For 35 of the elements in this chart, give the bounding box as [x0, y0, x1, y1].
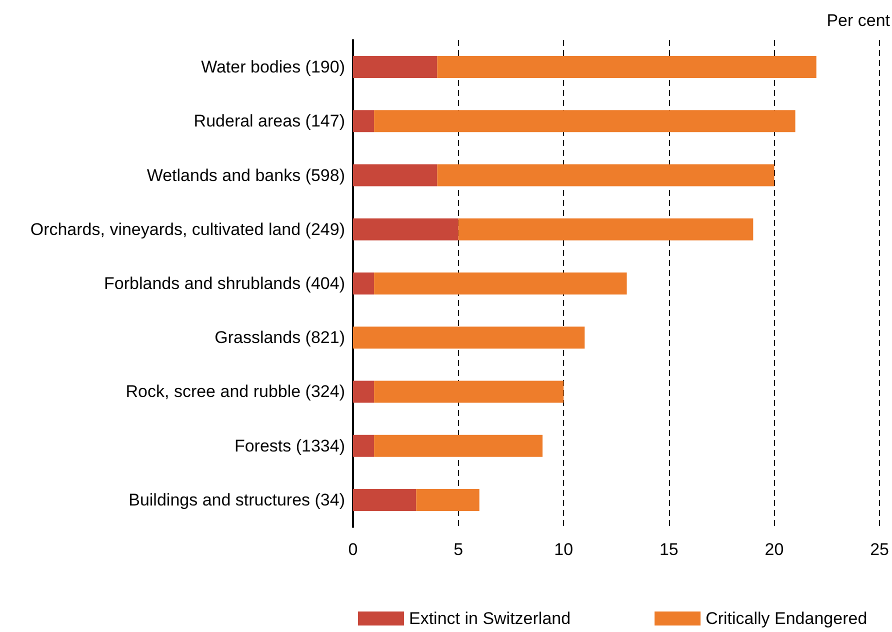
- y-tick-label: Wetlands and banks (598): [146, 166, 345, 185]
- y-tick-label: Ruderal areas (147): [194, 112, 345, 131]
- bar: [458, 218, 754, 240]
- bar: [353, 380, 374, 403]
- bar: [374, 272, 627, 294]
- bar: [437, 56, 816, 78]
- bar: [374, 434, 543, 457]
- legend-label: Critically Endangered: [706, 609, 868, 628]
- y-tick-label: Forblands and shrublands (404): [104, 274, 345, 293]
- bar: [374, 380, 564, 403]
- bar: [353, 326, 585, 349]
- x-tick-label: 15: [659, 540, 678, 559]
- x-tick-label: 25: [870, 540, 890, 559]
- bar: [353, 272, 374, 294]
- y-tick-label: Forests (1334): [234, 436, 345, 456]
- y-tick-label: Buildings and structures (34): [128, 490, 345, 510]
- bar: [353, 56, 438, 78]
- x-tick-label: 5: [454, 540, 464, 559]
- y-tick-label: Water bodies (190): [201, 58, 345, 77]
- y-tick-label: Rock, scree and rubble (324): [126, 382, 345, 402]
- bar: [437, 164, 774, 186]
- x-tick-label: 10: [554, 540, 574, 559]
- y-tick-label: Orchards, vineyards, cultivated land (249): [30, 220, 345, 239]
- x-tick-label: 20: [764, 540, 784, 559]
- bar: [353, 110, 374, 132]
- bar: [353, 164, 438, 186]
- legend-label: Extinct in Switzerland: [409, 609, 571, 628]
- x-tick-label: 0: [348, 540, 358, 559]
- bar: [353, 488, 416, 511]
- y-tick-label: Grasslands (821): [214, 328, 345, 348]
- bar: [353, 218, 458, 240]
- x-axis-title: Per cent: [826, 11, 890, 30]
- bar: [353, 434, 374, 457]
- bar: [416, 488, 480, 511]
- bar: [374, 110, 796, 132]
